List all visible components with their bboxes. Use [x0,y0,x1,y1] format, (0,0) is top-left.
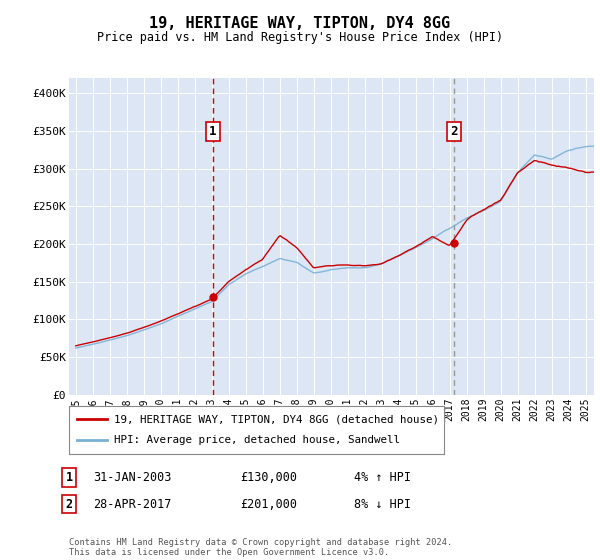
Text: £130,000: £130,000 [240,470,297,484]
Text: 31-JAN-2003: 31-JAN-2003 [93,470,172,484]
Text: Price paid vs. HM Land Registry's House Price Index (HPI): Price paid vs. HM Land Registry's House … [97,31,503,44]
Text: 2: 2 [451,125,458,138]
Text: 4% ↑ HPI: 4% ↑ HPI [354,470,411,484]
Text: 19, HERITAGE WAY, TIPTON, DY4 8GG (detached house): 19, HERITAGE WAY, TIPTON, DY4 8GG (detac… [114,414,439,424]
Text: Contains HM Land Registry data © Crown copyright and database right 2024.
This d: Contains HM Land Registry data © Crown c… [69,538,452,557]
Text: 28-APR-2017: 28-APR-2017 [93,497,172,511]
Text: £201,000: £201,000 [240,497,297,511]
Text: 1: 1 [209,125,217,138]
Text: 2: 2 [65,497,73,511]
Text: 1: 1 [65,470,73,484]
Text: 19, HERITAGE WAY, TIPTON, DY4 8GG: 19, HERITAGE WAY, TIPTON, DY4 8GG [149,16,451,31]
Text: 8% ↓ HPI: 8% ↓ HPI [354,497,411,511]
Text: HPI: Average price, detached house, Sandwell: HPI: Average price, detached house, Sand… [114,435,400,445]
